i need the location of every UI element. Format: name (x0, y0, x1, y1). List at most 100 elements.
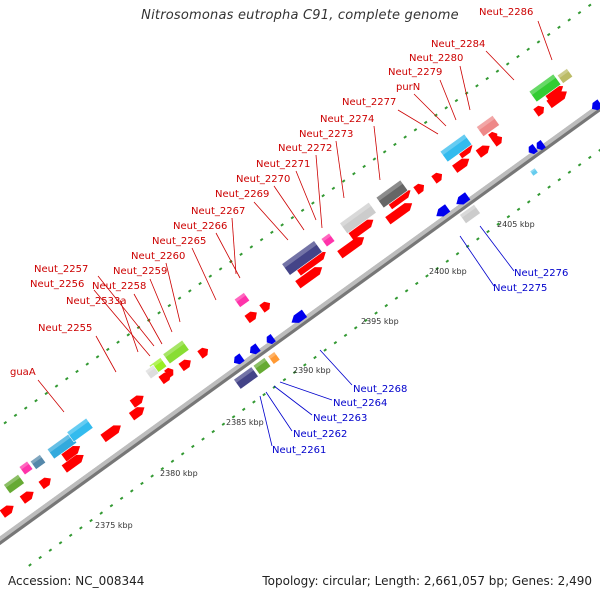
cds-forward (129, 395, 144, 408)
cds-box-shine (459, 204, 477, 218)
tick-mark-inner (465, 244, 470, 249)
label-leader-forward (119, 299, 139, 353)
tick-mark-inner (89, 518, 93, 523)
cds-forward-shape (386, 190, 411, 210)
tick-mark-inner (445, 259, 450, 263)
tick-mark-outer (444, 106, 448, 110)
gene-label-neut-2272: Neut_2272 (278, 143, 332, 154)
cds-box-shine (47, 432, 73, 453)
cds-forward (61, 446, 81, 462)
gene-label-neut-2259: Neut_2259 (113, 266, 167, 277)
gene-label-neut-2255: Neut_2255 (38, 323, 92, 334)
cds-box (439, 133, 473, 163)
gene-label-neut-2262: Neut_2262 (293, 429, 347, 440)
cds-forward (197, 347, 209, 359)
tick-mark-outer (413, 128, 418, 132)
gene-label-neut-2260: Neut_2260 (131, 251, 185, 262)
cds-forward-shape (129, 395, 144, 408)
tick-mark-inner (252, 400, 256, 404)
cds-box (66, 417, 94, 443)
label-leader-reverse (265, 391, 293, 432)
cds-reverse-shape (249, 343, 261, 355)
cds-box-shine (557, 68, 569, 79)
cds-reverse-shape (266, 334, 276, 345)
cds-box-shape (18, 460, 34, 476)
tick-mark-inner (282, 378, 287, 382)
tick-mark-outer (331, 186, 336, 191)
tick-mark-inner (404, 289, 409, 293)
tick-mark-outer (546, 32, 551, 37)
tick-mark-outer (157, 311, 161, 315)
tick-mark-inner (68, 533, 73, 538)
cds-forward (348, 219, 374, 240)
scale-label-2380: 2380 kbp (160, 469, 198, 478)
cds-box-shape (439, 133, 473, 163)
label-leader-forward (537, 20, 553, 61)
cds-box-shine (253, 357, 267, 369)
cds-forward (128, 407, 145, 421)
label-leaders (37, 20, 553, 447)
cds-forward-shape (544, 86, 564, 102)
tick-mark-inner (577, 163, 582, 167)
cds-forward (546, 91, 567, 109)
cds-forward (544, 86, 564, 102)
tick-mark-inner (99, 511, 104, 515)
tick-mark-inner (588, 155, 592, 160)
cds-box-shape (320, 232, 336, 248)
gene-label-neut-2268: Neut_2268 (353, 384, 407, 395)
tick-mark-outer (495, 69, 500, 73)
gene-label-neut-2266: Neut_2266 (173, 221, 227, 232)
cds-reverse (591, 99, 600, 111)
label-leader-forward (253, 201, 289, 241)
cds-reverse-shape (591, 99, 600, 111)
cds-forward (386, 190, 411, 210)
label-leader-reverse (279, 381, 333, 401)
tick-mark-outer (321, 194, 325, 198)
tick-mark-outer (526, 47, 531, 51)
cds-reverse-shape (456, 192, 471, 205)
cds-box-shine (339, 202, 372, 227)
tick-mark-outer (249, 245, 254, 249)
scale-label-2390: 2390 kbp (293, 366, 331, 375)
label-leader-reverse (259, 395, 273, 447)
cds-forward-shape (475, 145, 490, 158)
cds-forward-shape (259, 301, 271, 313)
tick-mark-outer (485, 76, 490, 81)
cds-forward-shape (0, 505, 14, 518)
cds-forward-shape (164, 367, 174, 378)
cds-reverse (249, 343, 261, 355)
label-leader-forward (459, 65, 471, 111)
tick-mark-inner (262, 392, 266, 397)
cds-box-shine (476, 115, 496, 131)
tick-mark-outer (167, 303, 172, 308)
tick-mark-inner (191, 444, 195, 449)
cds-forward-shape (452, 158, 470, 173)
label-leader-forward (295, 170, 317, 221)
cds-box-shine (376, 179, 404, 202)
label-leader-forward (231, 217, 237, 275)
cds-forward (385, 203, 413, 225)
cds-forward (488, 131, 498, 142)
cds-box-shape (556, 68, 574, 84)
cds-forward (61, 454, 84, 473)
cds-box-shine (145, 365, 156, 374)
tick-mark-outer (505, 62, 510, 66)
tick-mark-outer (75, 369, 79, 374)
cds-box-shape (267, 351, 281, 365)
cds-box-shape (233, 292, 251, 308)
tick-mark-inner (109, 504, 114, 508)
scale-label-2385: 2385 kbp (226, 418, 264, 427)
tick-mark-inner (323, 348, 327, 352)
cds-box-shape (339, 201, 377, 235)
cds-box (233, 292, 251, 308)
gene-label-neut-2533a: Neut_2533a (66, 296, 126, 307)
cds-box-shape (528, 73, 562, 103)
tick-mark-inner (435, 266, 439, 271)
cds-box (46, 432, 78, 460)
cds-box-shine (30, 454, 42, 465)
label-leader-forward (97, 275, 155, 347)
tick-mark-inner (353, 326, 358, 330)
tick-mark-inner (394, 296, 399, 300)
tick-mark-outer (372, 157, 377, 161)
